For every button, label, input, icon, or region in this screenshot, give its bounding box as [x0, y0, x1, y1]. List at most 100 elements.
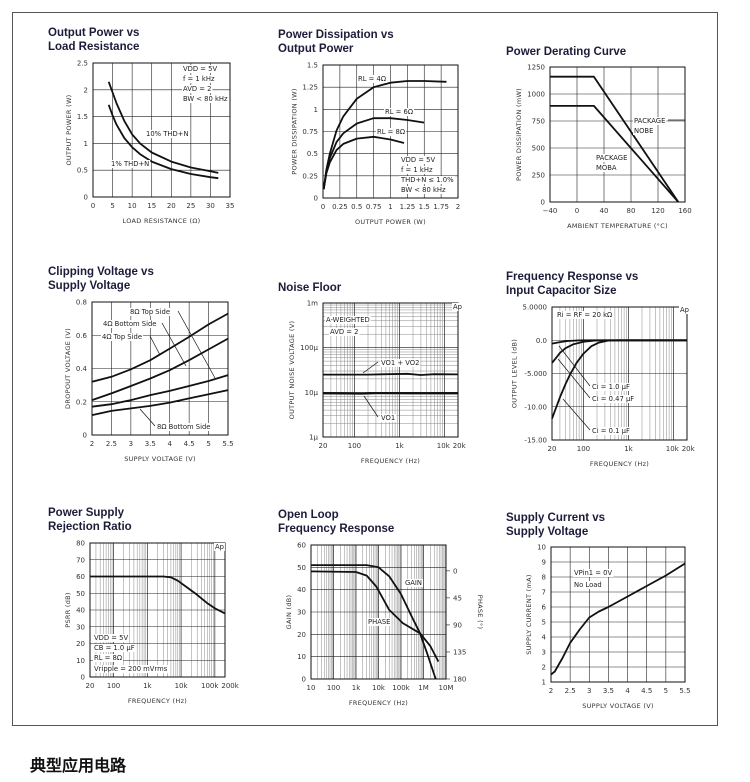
chart-note: VDD = 5V [401, 156, 435, 164]
y-tick-label: 10 [76, 657, 85, 665]
x-tick-label: 100 [348, 442, 361, 450]
chart-title: Supply Current vs [506, 512, 605, 524]
x-tick-label: 1 [388, 203, 392, 211]
label-background [156, 423, 212, 431]
chart-note: AVD = 2 [330, 328, 358, 336]
series-label: VO1 + VO2 [381, 359, 419, 367]
y-tick-label: 10µ [305, 389, 319, 397]
series-line-2 [322, 117, 425, 190]
y-tick-label: 80 [76, 540, 85, 548]
plot-area [91, 301, 229, 436]
y-axis-label: SUPPLY CURRENT (mA) [525, 574, 533, 654]
chart-title: Frequency Response vs [506, 271, 638, 283]
y-tick-label: 7 [542, 589, 546, 597]
label-background [591, 427, 631, 435]
x-tick-label: 4.5 [184, 440, 195, 448]
y2-tick-label: 135 [453, 648, 466, 656]
x-axis-label: FREQUENCY (Hz) [590, 460, 649, 468]
y2-axis-label: PHASE (°) [476, 595, 484, 630]
chart-title: Supply Voltage [506, 526, 588, 538]
y-tick-label: 0 [81, 674, 85, 682]
label-background [595, 154, 629, 162]
y2-tick-label: 45 [453, 594, 462, 602]
series-line-1 [550, 75, 680, 203]
x-tick-label: 2.5 [565, 687, 576, 695]
chart-6: Frequency Response vs Input Capacitor Siz… [506, 271, 696, 468]
x-axis-label: FREQUENCY (Hz) [361, 457, 420, 465]
y-tick-label: 5.0000 [523, 304, 548, 312]
y-tick-label: 1 [84, 140, 88, 148]
chart-title: Clipping Voltage vs [48, 266, 154, 278]
x-tick-label: 40 [600, 207, 609, 215]
chart-title: Power Supply [48, 507, 125, 519]
x-tick-label: 5 [110, 202, 114, 210]
chart-title: Supply Voltage [48, 280, 130, 292]
x-tick-label: 5 [206, 440, 210, 448]
x-tick-label: 100 [107, 682, 120, 690]
chart-note: f = 1 kHz [401, 166, 433, 174]
y-tick-label: 0.8 [76, 299, 87, 307]
leader-line [362, 361, 379, 374]
label-background [633, 117, 667, 125]
x-tick-label: 0 [321, 203, 325, 211]
series-line-3 [551, 339, 687, 420]
plot-area [551, 306, 688, 441]
chart-note: RL = 8Ω [94, 654, 122, 662]
y-tick-label: 0.25 [302, 172, 318, 180]
chart-title: Input Capacitor Size [506, 285, 617, 297]
chart-title: Frequency Response [278, 523, 394, 535]
x-tick-label: 100k [392, 684, 410, 692]
x-tick-label: 4 [625, 687, 630, 695]
x-tick-label: 1k [143, 682, 152, 690]
chart-note: CB = 1.0 µF [94, 644, 135, 652]
series-label: RL = 4Ω [358, 75, 386, 83]
y-tick-label: 1µ [309, 434, 318, 442]
series-label: 8Ω Top Side [130, 308, 170, 316]
y-tick-label: 750 [532, 118, 545, 126]
x-tick-label: 100k [201, 682, 219, 690]
x-tick-label: 4 [167, 440, 172, 448]
y-tick-label: 5 [542, 619, 546, 627]
label-background [595, 164, 618, 172]
series-label: RL = 8Ω [377, 128, 405, 136]
series-label: Ci = 1.0 µF [592, 383, 630, 391]
x-tick-label: 35 [226, 202, 235, 210]
x-tick-label: 3.5 [603, 687, 614, 695]
plot-area [92, 62, 231, 198]
y-tick-label: 60 [297, 542, 306, 550]
x-tick-label: 15 [147, 202, 156, 210]
x-tick-label: 20k [682, 445, 696, 453]
label-background [182, 65, 219, 73]
series-label: Ci = 0.1 µF [592, 427, 630, 435]
chart-note: VDD = 5V [183, 65, 217, 73]
x-tick-label: 200k [221, 682, 239, 690]
label-background [129, 308, 172, 316]
x-axis-label: FREQUENCY (Hz) [128, 697, 187, 705]
chart-9: Supply Current vs Supply Voltage 2 2.5 3 3.5 4… [506, 512, 691, 710]
chart-5: Noise Floor 20 100 1k 10k 20k 1µ 10µ 100µ 1m FREQU… [278, 282, 467, 465]
series-line-2 [91, 337, 229, 401]
y-tick-label: 40 [297, 586, 306, 594]
chart-note: Ap [215, 543, 224, 551]
x-tick-label: 1.25 [400, 203, 416, 211]
chart-title: Load Resistance [48, 41, 139, 53]
label-background [399, 176, 456, 184]
y-tick-label: 0.2 [76, 398, 87, 406]
y-tick-label: 0.75 [302, 128, 318, 136]
y-axis-label: OUTPUT LEVEL (dB) [511, 339, 519, 408]
x-axis-label: LOAD RESISTANCE (Ω) [123, 217, 201, 225]
series-line-1 [550, 562, 686, 676]
x-tick-label: 10 [307, 684, 316, 692]
x-tick-label: 1k [395, 442, 404, 450]
plot-area [322, 64, 459, 199]
label-background [357, 75, 388, 83]
x-tick-label: 10 [128, 202, 137, 210]
y-axis-label: OUTPUT NOISE VOLTAGE (V) [288, 321, 296, 420]
y-tick-label: 1000 [527, 91, 545, 99]
y-tick-label: 1.25 [302, 84, 318, 92]
y-tick-label: -10.00 [524, 403, 547, 411]
plot-area [549, 66, 686, 203]
